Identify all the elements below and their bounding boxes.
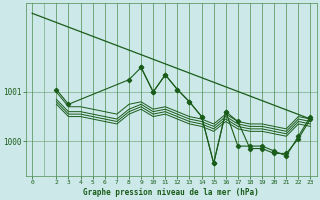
X-axis label: Graphe pression niveau de la mer (hPa): Graphe pression niveau de la mer (hPa): [84, 188, 259, 197]
